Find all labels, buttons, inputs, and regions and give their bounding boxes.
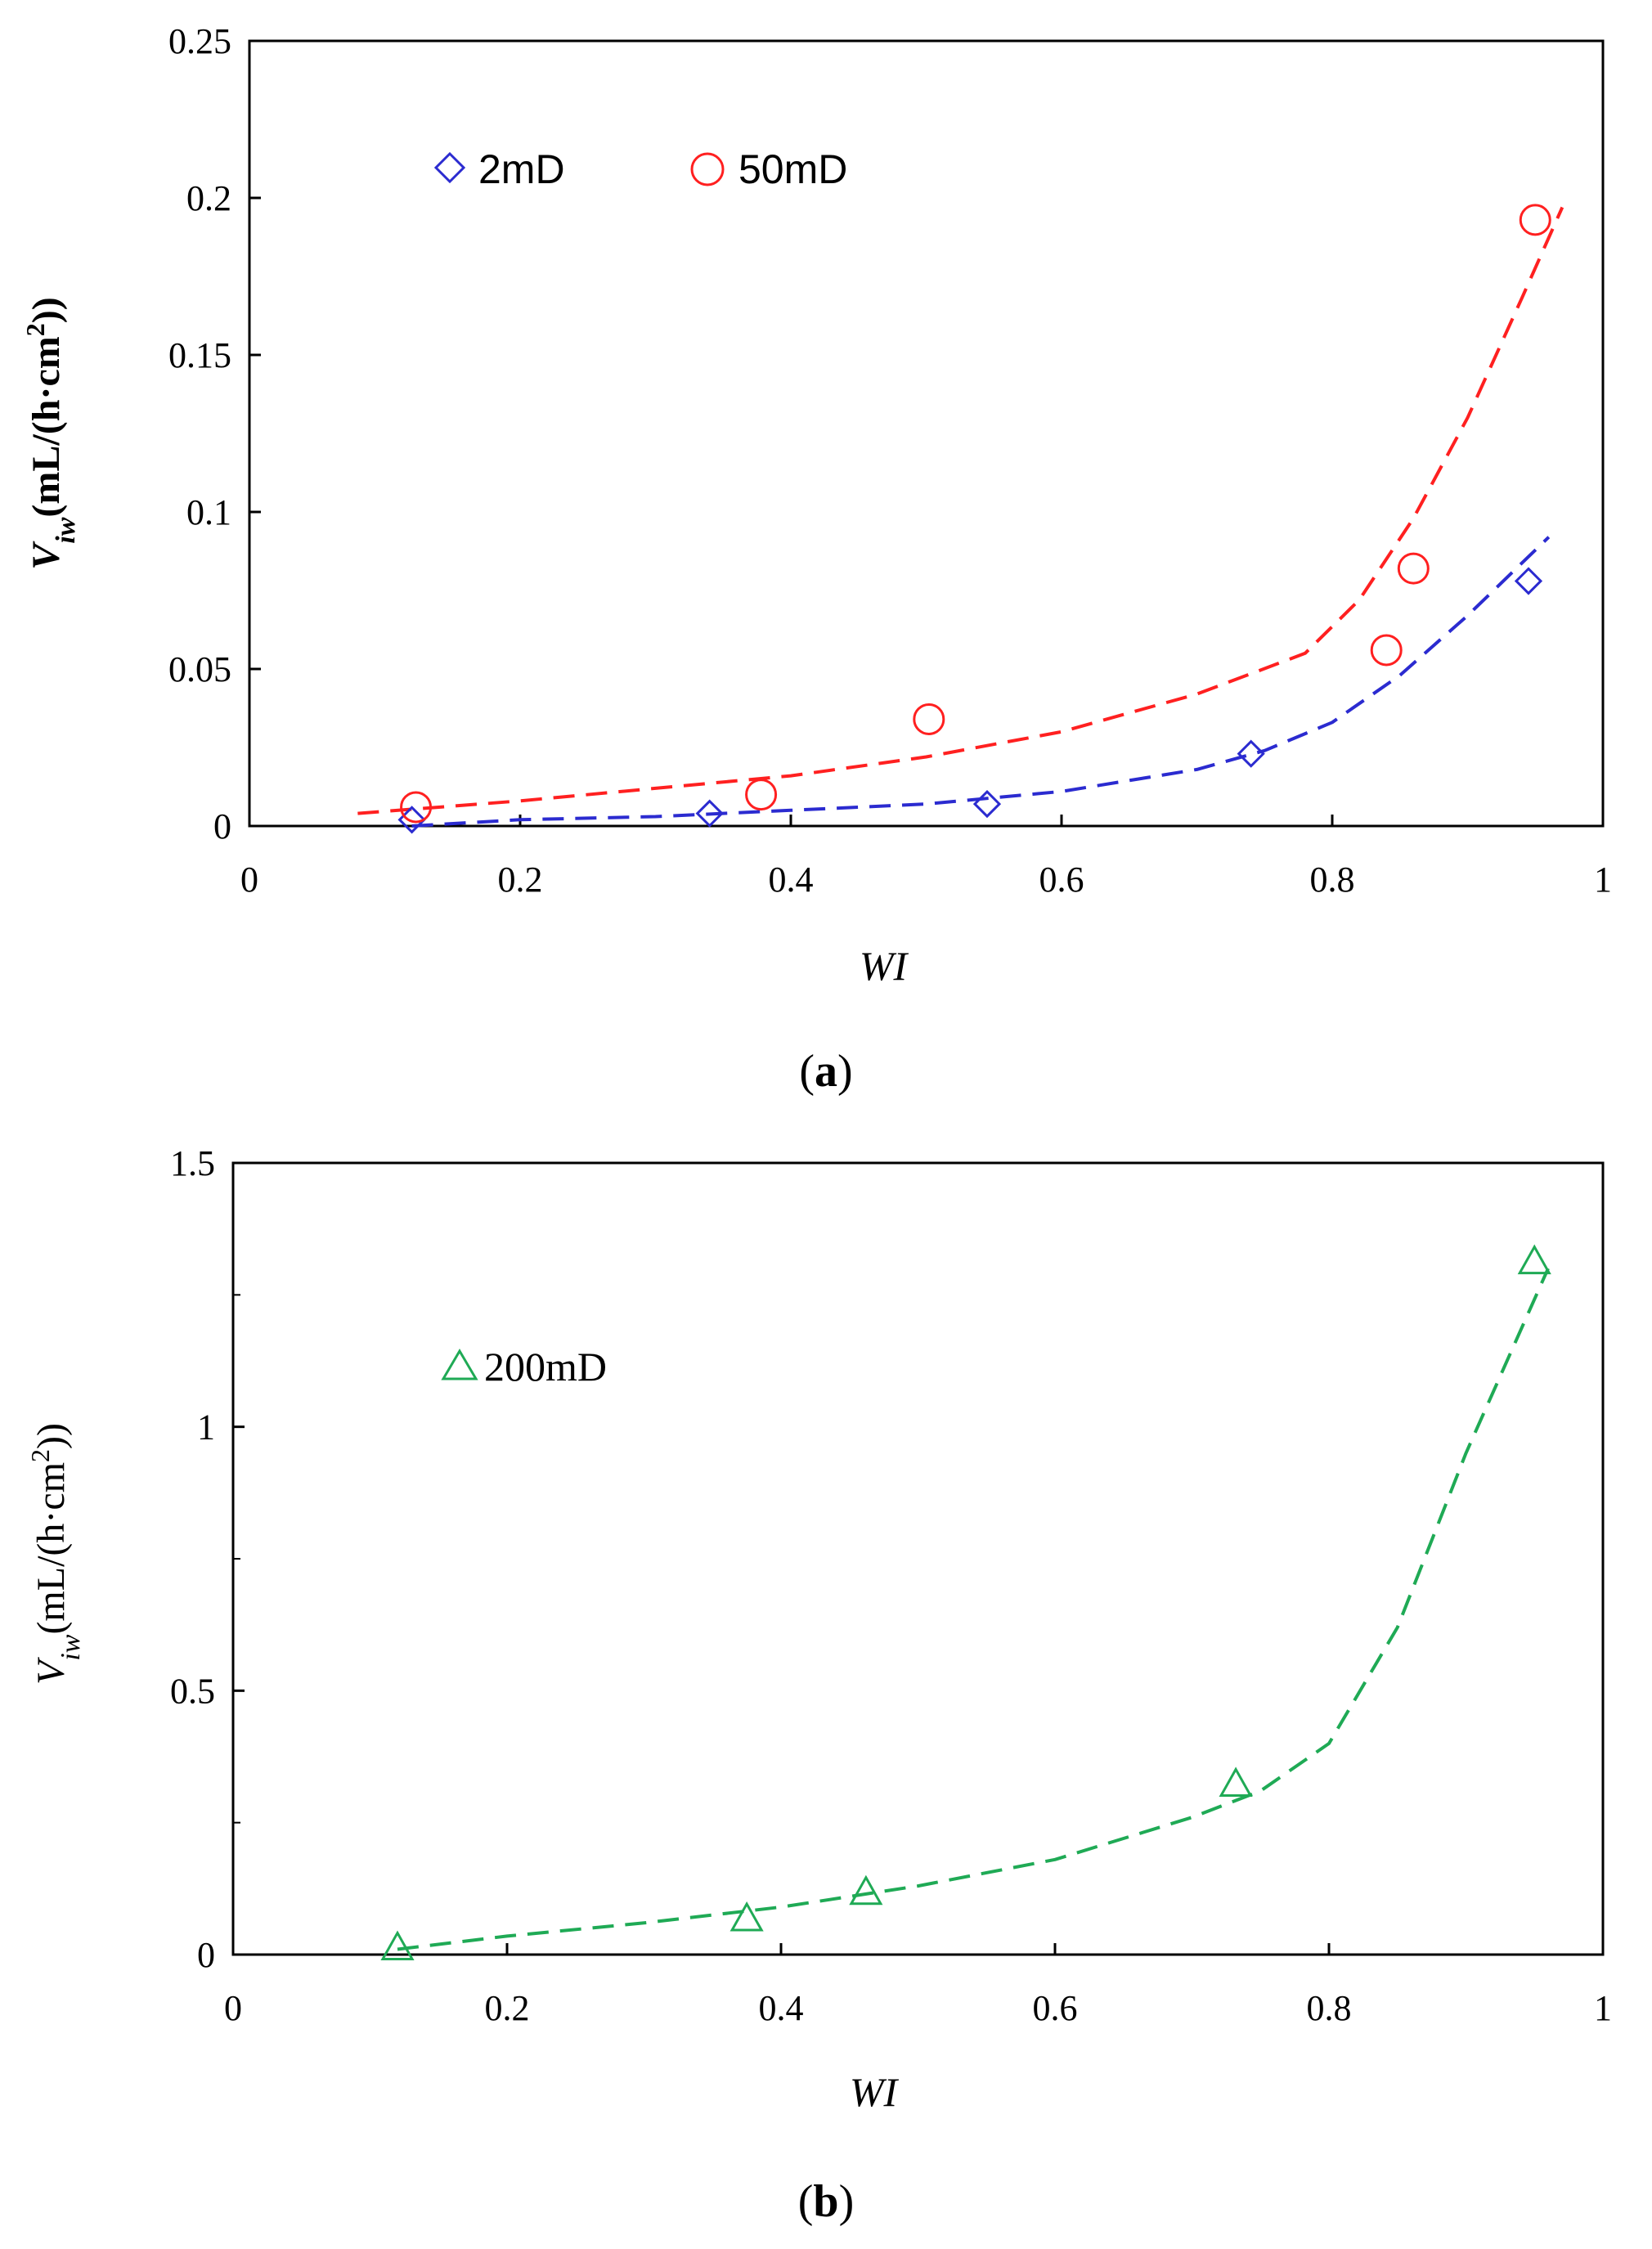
legend-200md-marker [441, 1349, 478, 1380]
y-tick-label: 0 [197, 1935, 215, 1975]
legend-50md-marker [690, 152, 725, 186]
data-point-2md [1514, 567, 1543, 595]
panel-a-data-points [397, 204, 1551, 834]
y-tick-label: 0.1 [186, 492, 231, 532]
panel-b-fit-lines [397, 1268, 1550, 1951]
data-point-200md [1517, 1244, 1551, 1275]
y-tick-label: 1.5 [170, 1143, 215, 1183]
legend-2md-marker [433, 151, 466, 184]
x-tick-label: 0.4 [769, 860, 814, 900]
x-tick-label: 0.6 [1033, 1988, 1078, 2028]
y-tick-label: 0.05 [168, 649, 231, 689]
fit-line-50md [357, 206, 1564, 815]
y-tick-label: 0 [213, 806, 231, 846]
data-point-50md [1519, 204, 1551, 236]
x-tick-label: 0.4 [759, 1988, 804, 2028]
data-point-2md [1237, 739, 1265, 768]
x-tick-label: 1 [1594, 1988, 1612, 2028]
x-tick-label: 1 [1594, 860, 1612, 900]
data-point-2md [695, 799, 724, 828]
data-point-200md [729, 1901, 764, 1932]
x-tick-label: 0 [224, 1988, 242, 2028]
panel-b-x-axis-title: WI [850, 2069, 900, 2115]
data-point-2md [972, 789, 1002, 819]
data-point-50md [745, 779, 778, 811]
y-tick-label: 1 [197, 1407, 215, 1448]
panel-a-x-axis-title: WI [860, 943, 909, 989]
panel-b-caption: (b) [798, 2176, 854, 2227]
data-point-200md [1219, 1766, 1253, 1797]
panel-b-chart: 0 0.5 1 1.5 0 0.2 0.4 0.6 0.8 1 200mD WI Viw(mL/… [25, 1143, 1612, 2227]
data-point-50md [1397, 552, 1430, 585]
data-point-50md [913, 703, 945, 735]
panel-b-y-axis: 0 0.5 1 1.5 [170, 1143, 245, 1975]
panel-a-caption: (a) [799, 1046, 852, 1097]
x-tick-label: 0.8 [1310, 860, 1355, 900]
panel-b-plot-frame [231, 1161, 1605, 1956]
panel-b-y-axis-title: Viw(mL/(h·cm2)) [25, 1423, 86, 1685]
data-point-200md [849, 1874, 883, 1906]
panel-a-legend: 2mD 50mD [433, 146, 847, 192]
fit-line-200md [397, 1268, 1550, 1951]
legend-2md-label: 2mD [478, 146, 565, 192]
x-tick-label: 0.6 [1039, 860, 1084, 900]
panel-b-legend: 200mD [441, 1344, 607, 1389]
panel-a-y-axis: 0 0.05 0.1 0.15 0.2 0.25 [168, 21, 261, 846]
fit-line-2md [411, 536, 1551, 828]
panel-a-x-axis: 0 0.2 0.4 0.6 0.8 1 [240, 815, 1612, 900]
y-tick-label: 0.25 [168, 21, 231, 61]
data-point-200md [380, 1930, 415, 1961]
x-tick-label: 0.2 [485, 1988, 530, 2028]
data-point-50md [400, 791, 433, 824]
panel-a-chart: 0 0.05 0.1 0.15 0.2 0.25 0 0.2 0.4 0.6 0.8 1 2mD 5… [20, 21, 1612, 1097]
panel-a-plot-frame [248, 39, 1605, 828]
panel-a-y-axis-title: Viw(mL/(h·cm2)) [20, 297, 81, 569]
y-tick-label: 0.15 [168, 335, 231, 375]
panel-b-x-axis: 0 0.2 0.4 0.6 0.8 1 [224, 1943, 1612, 2028]
legend-50md-label: 50mD [738, 146, 847, 192]
x-tick-label: 0 [240, 860, 258, 900]
x-tick-label: 0.8 [1307, 1988, 1352, 2028]
panel-a-fit-lines [357, 206, 1564, 828]
legend-200md-label: 200mD [484, 1344, 607, 1389]
y-tick-label: 0.5 [170, 1671, 215, 1711]
panel-b-data-points [380, 1244, 1551, 1961]
x-tick-label: 0.2 [498, 860, 543, 900]
y-tick-label: 0.2 [186, 178, 231, 218]
data-point-50md [1370, 634, 1403, 667]
